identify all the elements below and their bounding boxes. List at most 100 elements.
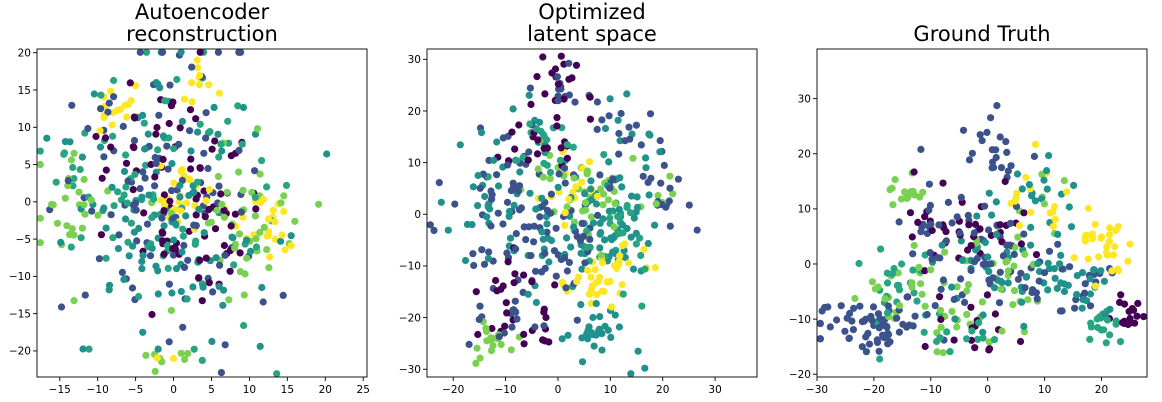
scatter-point bbox=[201, 213, 209, 221]
scatter-point bbox=[527, 100, 535, 108]
scatter-point bbox=[193, 56, 201, 64]
scatter-point bbox=[1063, 188, 1071, 196]
scatter-point bbox=[1017, 269, 1025, 277]
scatter-point bbox=[168, 289, 176, 297]
scatter-point bbox=[159, 155, 167, 163]
scatter-point bbox=[172, 265, 181, 273]
x-tick-label: −10 bbox=[87, 384, 109, 396]
scatter-point bbox=[1067, 223, 1076, 231]
x-tick-label: −5 bbox=[128, 384, 143, 396]
scatter-point bbox=[975, 319, 983, 327]
scatter-point bbox=[921, 342, 929, 351]
scatter-point bbox=[1060, 287, 1069, 296]
scatter-point bbox=[884, 340, 892, 348]
scatter-point bbox=[525, 148, 533, 156]
scatter-point bbox=[513, 315, 521, 323]
scatter-point bbox=[192, 211, 200, 219]
scatter-point bbox=[483, 213, 491, 221]
scatter-point bbox=[461, 256, 470, 265]
scatter-point bbox=[196, 256, 204, 264]
scatter-point bbox=[895, 328, 904, 336]
scatter-point bbox=[1100, 277, 1108, 285]
scatter-point bbox=[96, 143, 105, 151]
scatter-point bbox=[553, 73, 562, 81]
scatter-point bbox=[235, 168, 243, 176]
scatter-point bbox=[170, 179, 178, 187]
scatter-point bbox=[1095, 253, 1103, 261]
axes-frame bbox=[816, 48, 1148, 378]
scatter-point bbox=[614, 213, 622, 221]
scatter-point bbox=[430, 226, 438, 234]
scatter-point bbox=[1025, 181, 1033, 189]
scatter-point bbox=[1105, 237, 1114, 245]
scatter-point bbox=[937, 315, 945, 324]
scatter-point bbox=[563, 154, 572, 162]
scatter-point bbox=[165, 280, 173, 288]
scatter-point bbox=[1028, 192, 1036, 200]
y-tick-label: 10 bbox=[408, 157, 421, 169]
scatter-point bbox=[84, 124, 92, 133]
scatter-point bbox=[1092, 282, 1100, 290]
scatter-point bbox=[600, 151, 608, 159]
scatter-point bbox=[138, 193, 146, 201]
scatter-point bbox=[472, 359, 480, 367]
x-tick-label: 0 bbox=[984, 384, 991, 396]
scatter-point bbox=[629, 265, 638, 273]
scatter-point bbox=[890, 264, 898, 273]
scatter-point bbox=[1010, 287, 1019, 295]
scatter-point bbox=[505, 207, 514, 215]
scatter-point bbox=[1032, 289, 1040, 297]
scatter-point bbox=[520, 340, 528, 348]
scatter-point bbox=[572, 183, 580, 191]
scatter-point bbox=[474, 171, 482, 180]
x-tick-label: −15 bbox=[49, 384, 71, 396]
scatter-point bbox=[497, 340, 505, 349]
x-tick-label: 25 bbox=[357, 384, 370, 396]
scatter-point bbox=[1070, 181, 1078, 189]
scatter-point bbox=[1108, 267, 1116, 275]
scatter-point bbox=[592, 200, 601, 208]
scatter-point bbox=[607, 333, 615, 341]
scatter-point bbox=[953, 283, 961, 291]
scatter-point bbox=[538, 268, 546, 276]
x-tick-label: 0 bbox=[555, 384, 562, 396]
scatter-point bbox=[1097, 234, 1105, 242]
scatter-point bbox=[581, 259, 589, 267]
scatter-point bbox=[154, 345, 162, 353]
scatter-point bbox=[651, 264, 659, 272]
scatter-point bbox=[927, 266, 935, 274]
scatter-point bbox=[202, 254, 210, 262]
scatter-point bbox=[615, 323, 624, 331]
scatter-point bbox=[967, 303, 975, 311]
scatter-point bbox=[256, 228, 264, 237]
scatter-point bbox=[188, 98, 196, 106]
scatter-point bbox=[187, 155, 195, 163]
scatter-point bbox=[153, 354, 161, 362]
scatter-point bbox=[252, 235, 260, 243]
scatter-point bbox=[614, 116, 622, 124]
scatter-point bbox=[1106, 331, 1114, 339]
scatter-point bbox=[876, 355, 884, 363]
scatter-point bbox=[136, 185, 144, 193]
scatter-point bbox=[247, 247, 255, 255]
x-tick-label: −10 bbox=[494, 384, 516, 396]
x-tick-label: −10 bbox=[920, 384, 942, 396]
scatter-point bbox=[862, 333, 870, 341]
scatter-point bbox=[1112, 320, 1120, 328]
scatter-point bbox=[551, 281, 559, 289]
scatter-point bbox=[78, 224, 86, 232]
scatter-point bbox=[437, 198, 445, 206]
scatter-point bbox=[209, 288, 217, 296]
scatter-point bbox=[1081, 280, 1089, 288]
scatter-point bbox=[554, 97, 562, 105]
scatter-point bbox=[935, 221, 943, 229]
scatter-point bbox=[916, 193, 924, 201]
scatter-point bbox=[114, 188, 122, 196]
scatter-point bbox=[615, 205, 623, 213]
scatter-point bbox=[210, 103, 218, 111]
scatter-point bbox=[514, 187, 522, 195]
scatter-point bbox=[1018, 298, 1026, 306]
scatter-point bbox=[554, 183, 562, 191]
scatter-point bbox=[237, 208, 245, 216]
scatter-point bbox=[214, 130, 222, 138]
